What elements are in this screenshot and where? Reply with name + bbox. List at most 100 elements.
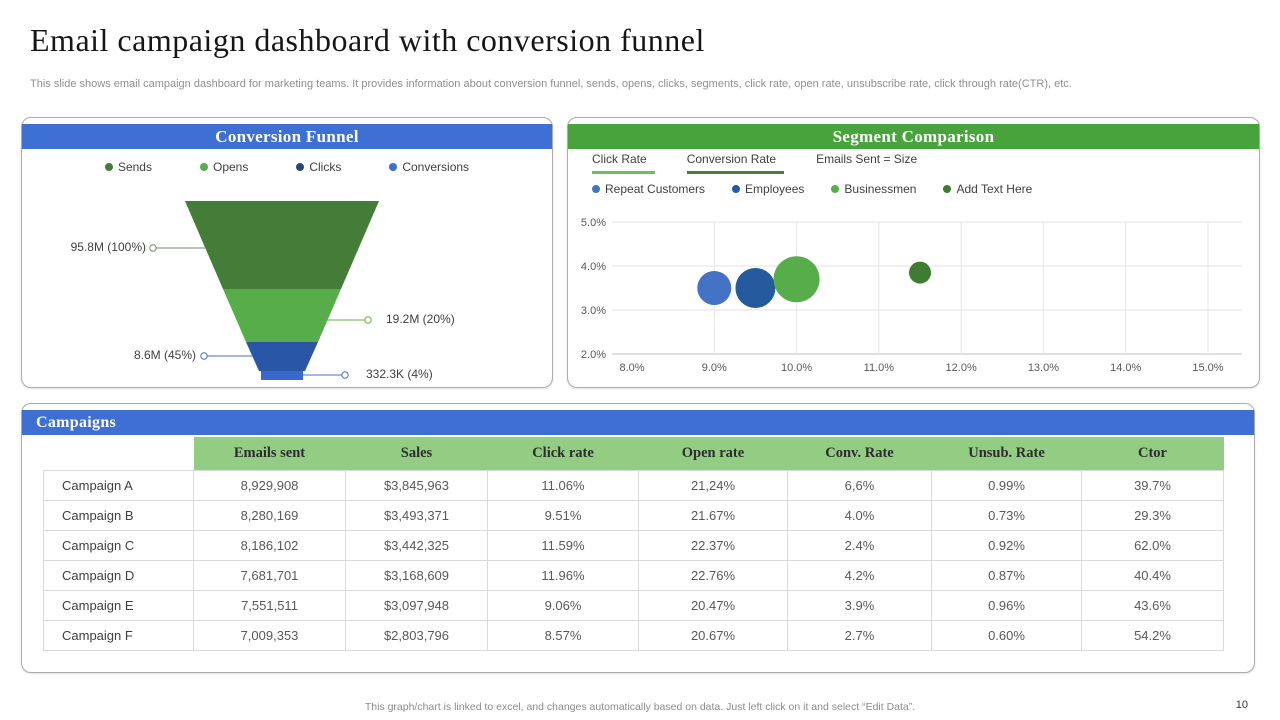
segment-tabs: Click Rate Conversion Rate Emails Sent = S…: [592, 150, 1247, 174]
bubble-repeat-customers[interactable]: [697, 271, 732, 305]
legend-dot-icon: [592, 185, 600, 193]
x-tick-label: 12.0%: [946, 362, 977, 374]
table-row[interactable]: Campaign F 7,009,353 $2,803,796 8.57% 20.67%…: [43, 620, 1224, 651]
cell: 0.99%: [931, 470, 1082, 501]
legend-label: Employees: [745, 182, 805, 196]
legend-dot-icon: [104, 163, 113, 171]
row-label: Campaign F: [43, 620, 194, 651]
cell: 21,24%: [638, 470, 788, 501]
conversion-funnel-title: Conversion Funnel: [215, 126, 359, 146]
bubble-add-text-here[interactable]: [909, 261, 931, 284]
funnel-legend-item[interactable]: Sends: [104, 160, 152, 174]
cell: 9.51%: [487, 500, 639, 531]
legend-dot-icon: [389, 163, 398, 171]
cell: 39.7%: [1081, 470, 1224, 501]
funnel-callout-dot: [149, 244, 157, 252]
cell: 11.06%: [487, 470, 639, 501]
cell: 0.60%: [931, 620, 1082, 651]
segment-legend-item[interactable]: Add Text Here: [943, 182, 1032, 196]
column-header: Click rate: [487, 437, 639, 471]
campaigns-header: Campaigns: [22, 410, 1254, 435]
tab-emails-sent-size[interactable]: Emails Sent = Size: [816, 152, 918, 166]
tab-click-rate[interactable]: Click Rate: [592, 150, 655, 174]
campaigns-table: Emails sent Sales Click rate Open rate Conv.…: [43, 437, 1224, 651]
column-header: Emails sent: [193, 437, 346, 471]
funnel-callout-dot: [364, 316, 372, 324]
segment-comparison-title: Segment Comparison: [832, 126, 995, 146]
cell: 8.57%: [487, 620, 639, 651]
row-label: Campaign B: [43, 500, 194, 531]
cell: $3,442,325: [345, 530, 488, 561]
bubble-employees[interactable]: [735, 268, 776, 308]
cell: 20.47%: [638, 590, 788, 621]
legend-dot-icon: [831, 185, 840, 193]
cell: 22.76%: [638, 560, 788, 591]
legend-label: Add Text Here: [956, 182, 1033, 196]
cell: 7,681,701: [193, 560, 346, 591]
funnel-segment-conversions[interactable]: [261, 371, 303, 380]
cell: 20.67%: [638, 620, 788, 651]
conversion-funnel-header: Conversion Funnel: [22, 124, 552, 149]
funnel-stage-label: 95.8M (100%): [70, 240, 146, 254]
cell: 29.3%: [1081, 500, 1224, 531]
bubble-businessmen[interactable]: [773, 256, 820, 303]
y-tick-label: 2.0%: [581, 349, 606, 361]
legend-dot-icon: [943, 185, 952, 193]
table-row[interactable]: Campaign A 8,929,908 $3,845,963 11.06% 21,24…: [43, 470, 1224, 501]
page-subtitle: This slide shows email campaign dashboar…: [30, 78, 1072, 90]
tab-conversion-rate[interactable]: Conversion Rate: [686, 150, 785, 174]
cell: 9.06%: [487, 590, 639, 621]
funnel-callout-dot: [200, 352, 208, 360]
table-row[interactable]: Campaign C 8,186,102 $3,442,325 11.59% 22.37…: [43, 530, 1224, 561]
cell: $3,168,609: [345, 560, 488, 591]
cell: 6,6%: [787, 470, 932, 501]
table-row[interactable]: Campaign B 8,280,169 $3,493,371 9.51% 21.67%…: [43, 500, 1224, 531]
cell: 0.73%: [931, 500, 1082, 531]
x-tick-label: 10.0%: [781, 362, 812, 374]
segment-legend-item[interactable]: Employees: [732, 182, 804, 196]
segment-legend: Repeat Customers Employees Businessmen Add …: [592, 182, 1032, 196]
cell: 21.67%: [638, 500, 788, 531]
funnel-segment-sends[interactable]: [185, 201, 379, 289]
segment-comparison-panel: Segment Comparison Click Rate Conversion …: [567, 117, 1260, 388]
legend-label: Clicks: [309, 160, 342, 174]
conversion-funnel-panel: Conversion Funnel Sends Opens Clicks Conver…: [21, 117, 553, 388]
funnel-segment-clicks[interactable]: [246, 342, 318, 371]
column-header: Ctor: [1081, 437, 1224, 471]
segment-legend-item[interactable]: Businessmen: [831, 182, 916, 196]
cell: 54.2%: [1081, 620, 1224, 651]
segment-legend-item[interactable]: Repeat Customers: [592, 182, 705, 196]
cell: 0.96%: [931, 590, 1082, 621]
funnel-legend-item[interactable]: Clicks: [296, 160, 341, 174]
legend-label: Businessmen: [844, 182, 917, 196]
cell: 62.0%: [1081, 530, 1224, 561]
funnel-segment-opens[interactable]: [223, 289, 341, 342]
funnel-stage-label: 19.2M (20%): [386, 312, 455, 326]
cell: 3.9%: [787, 590, 932, 621]
row-label: Campaign D: [43, 560, 194, 591]
cell: 11.96%: [487, 560, 639, 591]
cell: 4.2%: [787, 560, 932, 591]
legend-label: Sends: [117, 160, 152, 174]
row-label: Campaign C: [43, 530, 194, 561]
segment-comparison-header: Segment Comparison: [568, 124, 1259, 149]
cell: 40.4%: [1081, 560, 1224, 591]
row-label: Campaign A: [43, 470, 194, 501]
table-row[interactable]: Campaign D 7,681,701 $3,168,609 11.96% 22.76…: [43, 560, 1224, 591]
cell: $3,493,371: [345, 500, 488, 531]
row-label: Campaign E: [43, 590, 194, 621]
funnel-legend-item[interactable]: Conversions: [389, 160, 469, 174]
cell: 2.4%: [787, 530, 932, 561]
x-tick-label: 11.0%: [864, 362, 895, 374]
cell: 43.6%: [1081, 590, 1224, 621]
table-row[interactable]: Campaign E 7,551,511 $3,097,948 9.06% 20.47%…: [43, 590, 1224, 621]
legend-dot-icon: [732, 185, 741, 193]
legend-label: Opens: [212, 160, 249, 174]
cell: 11.59%: [487, 530, 639, 561]
footer-note: This graph/chart is linked to excel, and…: [364, 701, 916, 713]
y-tick-label: 3.0%: [581, 305, 606, 317]
cell: $3,845,963: [345, 470, 488, 501]
funnel-legend-item[interactable]: Opens: [199, 160, 249, 174]
cell: 0.92%: [931, 530, 1082, 561]
page-title: Email campaign dashboard with conversion…: [30, 22, 705, 58]
